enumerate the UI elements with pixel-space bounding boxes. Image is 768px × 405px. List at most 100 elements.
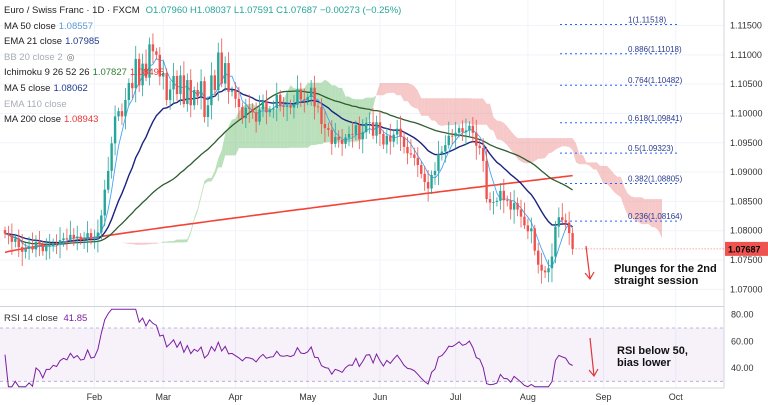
candle[interactable] (557, 207, 561, 238)
candle[interactable] (299, 82, 303, 108)
candle[interactable] (120, 103, 124, 126)
candle[interactable] (327, 122, 330, 137)
candle[interactable] (58, 227, 62, 259)
candle[interactable] (193, 86, 196, 110)
candle[interactable] (416, 147, 419, 178)
candle[interactable] (426, 170, 430, 202)
candle[interactable] (89, 228, 93, 245)
candle[interactable] (69, 220, 72, 244)
candle[interactable] (564, 213, 567, 231)
candle[interactable] (457, 124, 461, 138)
candle[interactable] (182, 61, 186, 108)
candle[interactable] (27, 236, 31, 260)
candle[interactable] (244, 98, 247, 129)
candle[interactable] (440, 145, 444, 161)
candle[interactable] (492, 191, 495, 215)
candle[interactable] (285, 92, 289, 122)
candle[interactable] (561, 203, 564, 224)
candle[interactable] (7, 225, 10, 245)
candle[interactable] (93, 229, 96, 249)
panel-separator[interactable] (0, 306, 724, 307)
candle[interactable] (21, 234, 24, 266)
candle[interactable] (537, 242, 540, 274)
candle[interactable] (289, 99, 292, 115)
candle[interactable] (31, 232, 34, 253)
candle[interactable] (502, 178, 505, 214)
candle[interactable] (516, 197, 519, 217)
candle[interactable] (313, 75, 316, 120)
candle[interactable] (347, 126, 351, 147)
candle[interactable] (241, 102, 244, 124)
legend-item[interactable]: MA 50 close 1.08557 (4, 19, 401, 35)
candle[interactable] (464, 118, 468, 146)
candle[interactable] (550, 243, 554, 283)
candle[interactable] (292, 94, 296, 119)
eye-hidden-icon[interactable]: ◎ (66, 51, 75, 62)
candle[interactable] (543, 266, 547, 278)
candle[interactable] (65, 228, 69, 251)
candle[interactable] (189, 69, 192, 118)
candle[interactable] (196, 82, 199, 106)
candle[interactable] (131, 74, 134, 99)
candle[interactable] (272, 100, 275, 119)
candle[interactable] (206, 96, 210, 127)
candle[interactable] (478, 140, 481, 155)
candle[interactable] (213, 69, 217, 97)
candle[interactable] (55, 234, 58, 255)
candle[interactable] (409, 139, 413, 159)
candle[interactable] (141, 53, 144, 97)
candle[interactable] (124, 88, 127, 130)
candle[interactable] (399, 115, 402, 151)
candle[interactable] (488, 192, 492, 211)
candle[interactable] (254, 102, 258, 133)
candle[interactable] (227, 52, 230, 104)
candle[interactable] (519, 199, 523, 228)
candle[interactable] (41, 240, 45, 256)
legend-item[interactable]: EMA 21 close 1.07985 (4, 34, 401, 50)
candle[interactable] (351, 122, 354, 148)
candle[interactable] (237, 86, 241, 121)
candle[interactable] (203, 76, 206, 123)
candle[interactable] (96, 219, 100, 253)
candle[interactable] (10, 223, 14, 255)
candle[interactable] (437, 140, 440, 185)
candle[interactable] (530, 217, 533, 244)
candle[interactable] (454, 121, 457, 149)
candle[interactable] (265, 90, 268, 125)
candle[interactable] (261, 94, 265, 118)
candle[interactable] (506, 195, 509, 207)
candle[interactable] (468, 121, 471, 137)
legend-item[interactable]: BB 20 close 2 ◎ (4, 50, 401, 66)
candle[interactable] (423, 166, 426, 191)
candle[interactable] (495, 197, 499, 207)
candle[interactable] (268, 105, 272, 117)
candle[interactable] (24, 243, 27, 259)
candle[interactable] (248, 94, 251, 123)
candle[interactable] (499, 183, 502, 210)
candle[interactable] (3, 226, 7, 239)
candle[interactable] (148, 37, 151, 86)
candle[interactable] (354, 120, 358, 141)
candle[interactable] (306, 93, 309, 106)
candle[interactable] (406, 137, 409, 165)
candle[interactable] (420, 161, 423, 179)
candle[interactable] (48, 233, 51, 259)
candle[interactable] (571, 228, 574, 255)
candle[interactable] (217, 42, 220, 101)
candle[interactable] (179, 65, 182, 106)
candle[interactable] (509, 192, 512, 220)
candle[interactable] (413, 147, 416, 166)
candle[interactable] (334, 122, 337, 148)
candle[interactable] (275, 82, 278, 122)
candle[interactable] (38, 230, 41, 257)
legend-item[interactable]: MA 5 close 1.08062 (4, 81, 401, 97)
candle[interactable] (471, 116, 475, 143)
candle[interactable] (82, 231, 86, 249)
candle[interactable] (540, 252, 543, 284)
candle[interactable] (72, 228, 75, 247)
candle[interactable] (402, 131, 406, 154)
candle[interactable] (358, 116, 361, 150)
candle[interactable] (258, 95, 261, 126)
candle[interactable] (371, 108, 375, 140)
candle[interactable] (17, 229, 20, 257)
